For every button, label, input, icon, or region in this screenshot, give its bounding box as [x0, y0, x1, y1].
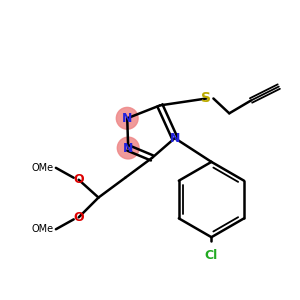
Text: N: N [123, 142, 134, 154]
Text: N: N [169, 132, 180, 145]
Text: OMe: OMe [32, 163, 54, 173]
Text: S: S [202, 92, 212, 106]
Circle shape [117, 137, 139, 159]
Text: O: O [74, 173, 84, 186]
Text: Cl: Cl [205, 249, 218, 262]
Text: OMe: OMe [32, 224, 54, 234]
Text: N: N [122, 112, 132, 125]
Text: O: O [74, 211, 84, 224]
Circle shape [116, 107, 138, 129]
